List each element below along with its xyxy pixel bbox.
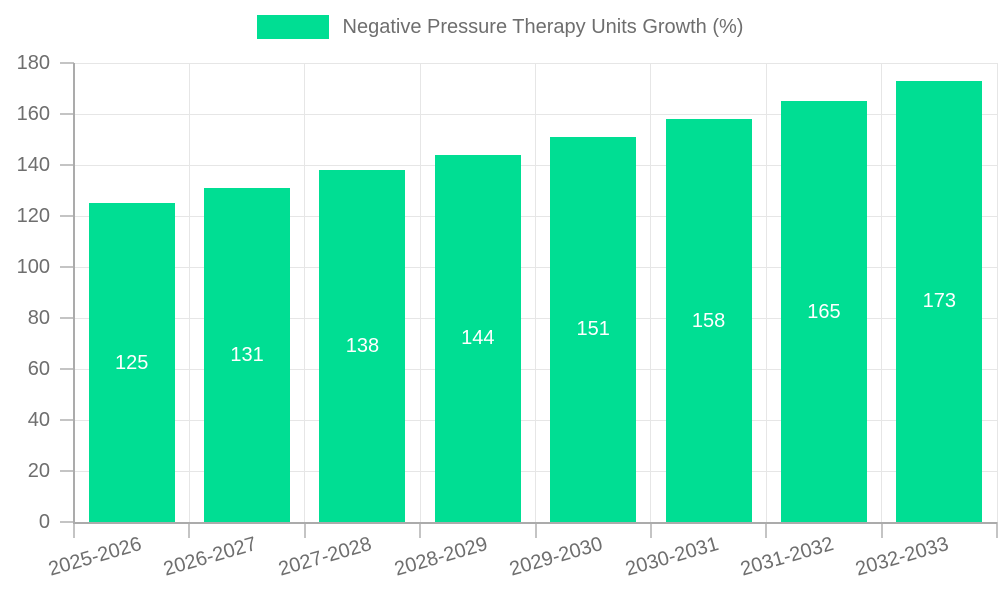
- v-gridline: [419, 63, 421, 522]
- x-tick-label: 2032-2033: [853, 533, 952, 581]
- x-tick-label: 2026-2027: [161, 533, 260, 581]
- bar-value-label: 125: [115, 351, 149, 374]
- legend-swatch: [256, 15, 329, 39]
- v-gridline: [765, 63, 767, 522]
- bar-value-label: 165: [807, 300, 841, 323]
- y-axis-line: [73, 63, 75, 524]
- y-tick: [60, 521, 74, 523]
- v-gridline: [304, 63, 306, 522]
- y-tick-label: 100: [16, 256, 50, 278]
- y-tick: [60, 266, 74, 268]
- x-tick-label: 2030-2031: [622, 533, 721, 581]
- bar-value-label: 138: [345, 335, 380, 358]
- bar: [319, 170, 406, 522]
- bar: [434, 154, 521, 522]
- y-tick: [60, 368, 74, 370]
- bar: [665, 119, 752, 522]
- v-gridline: [535, 63, 536, 522]
- y-tick: [60, 317, 74, 319]
- y-tick-label: 140: [16, 154, 50, 176]
- x-tick: [534, 522, 537, 538]
- bar: [550, 136, 637, 522]
- y-tick-label: 120: [16, 205, 50, 227]
- x-tick-label: 2031-2032: [737, 533, 837, 581]
- v-gridline: [188, 63, 190, 522]
- bar: [896, 80, 983, 522]
- y-tick: [60, 62, 74, 64]
- x-axis-line: [73, 522, 997, 524]
- bar-value-label: 173: [922, 290, 956, 313]
- x-tick: [880, 522, 883, 538]
- y-tick: [60, 215, 74, 217]
- x-tick-label: 2029-2030: [507, 533, 606, 581]
- y-tick-label: 20: [27, 460, 50, 482]
- x-tick: [303, 522, 306, 538]
- chart-legend: Negative Pressure Therapy Units Growth (…: [0, 15, 1000, 39]
- x-tick: [649, 522, 652, 538]
- y-tick-label: 160: [16, 103, 50, 125]
- bar: [88, 203, 175, 522]
- y-tick: [60, 113, 74, 115]
- v-gridline: [996, 63, 998, 522]
- y-tick: [60, 419, 74, 421]
- bar-value-label: 144: [461, 327, 495, 350]
- legend-label: Negative Pressure Therapy Units Growth (…: [342, 15, 744, 38]
- bar-value-label: 151: [576, 318, 610, 341]
- y-tick-label: 60: [27, 358, 50, 380]
- x-tick: [996, 522, 998, 538]
- bar-value-label: 158: [691, 309, 726, 332]
- y-tick-label: 0: [38, 511, 50, 533]
- x-tick: [188, 522, 191, 538]
- y-tick-label: 180: [16, 52, 50, 74]
- bar-value-label: 131: [230, 343, 264, 366]
- x-tick-label: 2027-2028: [276, 533, 375, 581]
- v-gridline: [881, 63, 883, 522]
- x-tick: [73, 522, 75, 538]
- y-tick: [60, 164, 74, 166]
- x-tick: [419, 522, 422, 538]
- y-tick: [60, 470, 74, 472]
- bar: [780, 101, 867, 522]
- x-tick-label: 2025-2026: [45, 533, 144, 581]
- x-tick: [765, 522, 768, 538]
- y-tick-label: 80: [27, 307, 50, 329]
- v-gridline: [650, 63, 652, 522]
- bar: [204, 187, 291, 522]
- x-tick-label: 2028-2029: [391, 533, 490, 581]
- y-tick-label: 40: [27, 409, 50, 431]
